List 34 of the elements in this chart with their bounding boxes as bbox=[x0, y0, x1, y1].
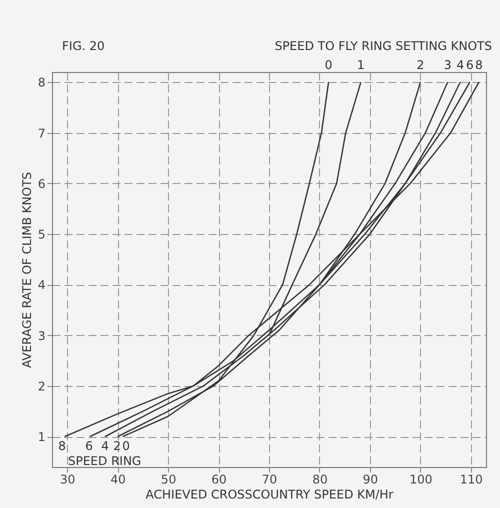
y-tick-label: 6 bbox=[38, 176, 46, 191]
y-tick-label: 7 bbox=[38, 126, 46, 140]
x-tick-label: 100 bbox=[409, 472, 432, 486]
text: 4 bbox=[456, 58, 464, 72]
x-tick-label: 40 bbox=[110, 472, 126, 486]
text: 2 bbox=[416, 58, 424, 72]
text: 6 bbox=[466, 58, 474, 72]
text: 0 bbox=[324, 58, 332, 72]
caption: FIG. 20 bbox=[62, 39, 105, 53]
x-tick-label: 60 bbox=[211, 472, 227, 486]
series-label: 4 bbox=[101, 439, 109, 453]
y-tick-label: 2 bbox=[38, 379, 46, 394]
series-label: 1 bbox=[357, 58, 365, 72]
y-tick-label: 3 bbox=[38, 328, 46, 343]
y-tick-label: 4 bbox=[38, 278, 46, 292]
series-label: 8 bbox=[58, 439, 66, 453]
series-label: 6 bbox=[85, 439, 93, 453]
series-label: 3 bbox=[444, 58, 452, 72]
x-tick-label: 70 bbox=[262, 472, 278, 486]
x-tick-label: 110 bbox=[460, 472, 483, 486]
y-axis-title: AVERAGE RATE OF CLIMB KNOTS bbox=[20, 172, 34, 368]
x-tick-label: 90 bbox=[362, 472, 378, 486]
y-tick-label: 1 bbox=[38, 430, 46, 444]
legend-title: SPEED TO FLY RING SETTING KNOTS bbox=[274, 39, 492, 53]
x-tick-label: 50 bbox=[160, 472, 176, 486]
series-label: 2 bbox=[113, 439, 121, 453]
y-tick-label: 8 bbox=[38, 76, 46, 90]
series-label: 0 bbox=[122, 439, 130, 453]
annotation: SPEED RING bbox=[68, 454, 142, 468]
text: 8 bbox=[475, 58, 483, 72]
x-tick-label: 80 bbox=[312, 472, 328, 486]
x-axis-title: ACHIEVED CROSSCOUNTRY SPEED KM/Hr bbox=[146, 488, 394, 502]
y-tick-label: 5 bbox=[38, 228, 46, 242]
x-tick-label: 30 bbox=[60, 472, 76, 486]
